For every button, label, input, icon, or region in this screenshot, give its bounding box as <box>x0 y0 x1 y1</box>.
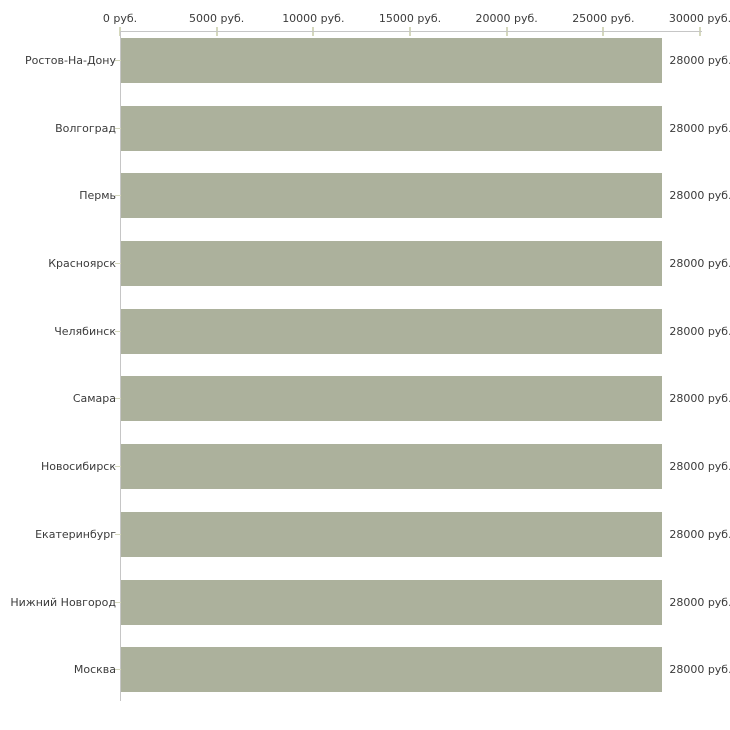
value-label: 28000 руб. <box>669 257 730 271</box>
y-axis-tick <box>115 263 121 265</box>
value-label: 28000 руб. <box>669 324 730 338</box>
bar-row: Самара 28000 руб. <box>73 376 730 444</box>
bar-row: Ростов-На-Дону 28000 руб. <box>25 38 730 106</box>
bar <box>121 105 663 151</box>
y-axis-tick <box>115 601 121 603</box>
y-axis-tick <box>115 669 121 671</box>
bar <box>121 511 663 557</box>
bar-row: Москва 28000 руб. <box>74 647 730 715</box>
bar-row: Пермь 28000 руб. <box>79 173 730 241</box>
x-axis-tick-label: 15000 руб. <box>378 12 442 25</box>
x-axis-tick-label: 30000 руб. <box>668 12 730 25</box>
bar <box>121 444 663 490</box>
bar-row: Екатеринбург 28000 руб. <box>35 511 730 580</box>
y-axis-tick <box>115 466 121 468</box>
x-axis-tick-label: 5000 руб. <box>189 12 245 25</box>
bar-row: Нижний Новгород 28000 руб. <box>10 579 730 648</box>
category-label: Москва <box>73 663 116 677</box>
y-axis-tick <box>115 60 121 61</box>
category-label: Челябинск <box>54 324 116 338</box>
value-label: 28000 руб. <box>669 189 730 203</box>
y-axis-tick <box>115 330 121 332</box>
bar <box>121 308 663 354</box>
value-label: 28000 руб. <box>669 527 730 541</box>
category-label: Нижний Новгород <box>10 595 116 609</box>
bar <box>121 38 663 83</box>
bar <box>121 241 663 287</box>
value-label: 28000 руб. <box>669 460 730 474</box>
value-label: 28000 руб. <box>669 392 730 406</box>
bar-row: Новосибирск 28000 руб. <box>41 444 730 512</box>
bar-row: Красноярск 28000 руб. <box>48 241 730 309</box>
category-label: Новосибирск <box>40 460 116 474</box>
bar-row: Волгоград 28000 руб. <box>55 105 730 174</box>
y-axis-tick <box>115 398 121 400</box>
x-axis-tick-label: 10000 руб. <box>282 12 345 25</box>
value-label: 28000 руб. <box>669 663 730 677</box>
bar <box>121 173 663 219</box>
x-axis-tick-label: 0 руб. <box>102 12 138 25</box>
y-axis-tick <box>115 533 121 535</box>
category-label: Самара <box>72 392 116 406</box>
category-label: Волгоград <box>55 121 116 135</box>
value-label: 28000 руб. <box>669 595 730 609</box>
y-axis-tick <box>115 195 121 197</box>
x-axis-line <box>120 31 702 32</box>
bar <box>121 376 663 422</box>
category-label: Ростов-На-Дону <box>24 54 116 67</box>
bar-row: Челябинск 28000 руб. <box>54 308 730 377</box>
bar <box>121 579 663 625</box>
y-axis-line <box>120 31 121 701</box>
x-axis-tick-label: 25000 руб. <box>572 12 635 25</box>
bar <box>121 647 663 693</box>
y-axis-tick <box>115 127 121 129</box>
category-label: Пермь <box>79 189 116 203</box>
category-label: Красноярск <box>48 257 116 271</box>
value-label: 28000 руб. <box>669 54 730 67</box>
category-label: Екатеринбург <box>35 527 116 541</box>
value-label: 28000 руб. <box>669 121 730 135</box>
x-axis-tick-label: 20000 руб. <box>475 12 538 25</box>
bar-rows: Ростов-На-Дону 28000 руб. Волгоград 2800… <box>10 38 730 715</box>
